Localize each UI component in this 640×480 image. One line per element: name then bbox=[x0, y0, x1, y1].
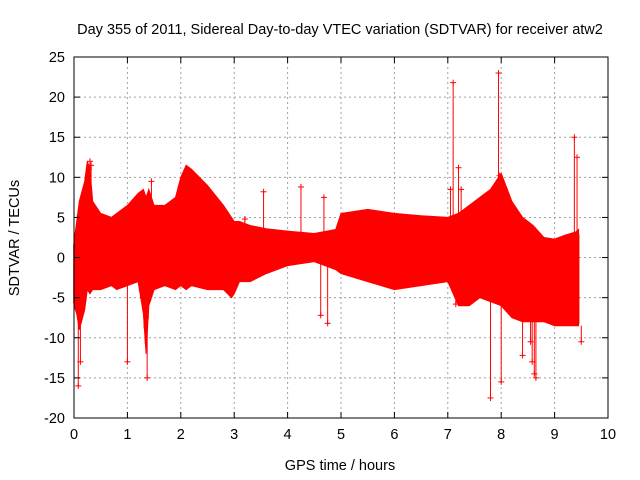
outlier-point bbox=[574, 154, 581, 231]
y-tick-label: 10 bbox=[49, 170, 65, 186]
outlier-point bbox=[529, 321, 536, 365]
outlier-point bbox=[487, 301, 494, 401]
x-tick-label: 3 bbox=[230, 427, 238, 443]
outlier-point bbox=[495, 70, 502, 178]
y-tick-label: 5 bbox=[57, 210, 65, 226]
outlier-point bbox=[498, 305, 505, 385]
outlier-point bbox=[532, 321, 539, 381]
outlier-point bbox=[450, 79, 457, 216]
outlier-point bbox=[75, 323, 82, 389]
outlier-point bbox=[77, 325, 84, 365]
error-bar-envelope bbox=[73, 161, 580, 354]
outlier-point bbox=[241, 216, 248, 224]
y-tick-label: -10 bbox=[44, 331, 65, 347]
outlier-point bbox=[260, 188, 267, 229]
x-tick-label: 1 bbox=[123, 427, 131, 443]
y-axis-label: SDTVAR / TECUs bbox=[7, 180, 23, 296]
x-tick-label: 2 bbox=[177, 427, 185, 443]
x-tick-label: 4 bbox=[284, 427, 292, 443]
outlier-point bbox=[148, 178, 155, 198]
outlier-point bbox=[124, 285, 131, 365]
x-tick-label: 0 bbox=[70, 427, 78, 443]
outlier-point bbox=[571, 134, 578, 233]
outlier-point bbox=[88, 162, 95, 183]
outlier-point bbox=[452, 299, 459, 308]
y-tick-label: -20 bbox=[44, 411, 65, 427]
x-tick-label: 9 bbox=[551, 427, 559, 443]
y-axis-ticks: -20 -15 -10 -5 0 5 10 15 20 25 bbox=[44, 50, 608, 427]
outlier-point bbox=[447, 186, 454, 217]
x-tick-label: 10 bbox=[600, 427, 616, 443]
x-tick-label: 7 bbox=[444, 427, 452, 443]
y-tick-label: 15 bbox=[49, 130, 65, 146]
outlier-point bbox=[324, 266, 331, 327]
outlier-point bbox=[144, 334, 151, 381]
x-tick-label: 8 bbox=[497, 427, 505, 443]
x-tick-label: 5 bbox=[337, 427, 345, 443]
x-axis-ticks: 0 1 2 3 4 5 6 7 8 9 10 bbox=[70, 57, 616, 443]
outlier-point bbox=[531, 321, 538, 377]
outlier-point bbox=[519, 321, 526, 359]
outlier-point bbox=[455, 164, 462, 214]
y-tick-label: -15 bbox=[44, 371, 65, 387]
x-axis-label: GPS time / hours bbox=[285, 458, 395, 474]
plot-area bbox=[73, 70, 585, 401]
y-tick-label: 25 bbox=[49, 50, 65, 66]
outlier-point bbox=[183, 165, 190, 189]
outlier-point bbox=[578, 325, 585, 345]
outlier-point bbox=[177, 177, 184, 190]
outlier-points bbox=[75, 70, 585, 401]
outlier-point bbox=[320, 194, 327, 232]
outlier-point bbox=[317, 263, 324, 319]
y-tick-label: 0 bbox=[57, 251, 65, 267]
chart-title: Day 355 of 2011, Sidereal Day-to-day VTE… bbox=[77, 22, 603, 38]
outlier-point bbox=[458, 186, 465, 212]
y-tick-label: -5 bbox=[52, 291, 65, 307]
outlier-point bbox=[297, 183, 304, 233]
x-tick-label: 6 bbox=[390, 427, 398, 443]
outlier-point bbox=[496, 172, 503, 179]
y-tick-label: 20 bbox=[49, 90, 65, 106]
